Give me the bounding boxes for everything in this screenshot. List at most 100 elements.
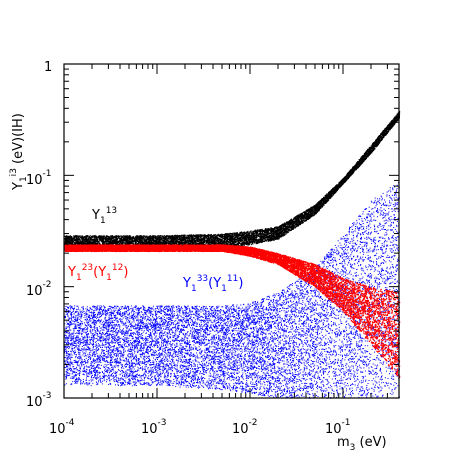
data-point xyxy=(112,312,114,314)
data-point xyxy=(264,362,266,364)
data-point xyxy=(344,267,346,269)
data-point xyxy=(143,307,145,309)
data-point xyxy=(223,385,224,387)
data-point xyxy=(71,315,73,317)
data-point xyxy=(96,322,98,324)
data-point xyxy=(201,352,202,354)
data-point xyxy=(111,336,113,338)
data-point xyxy=(377,303,379,305)
data-point xyxy=(366,279,368,281)
data-point xyxy=(352,361,353,363)
data-point xyxy=(121,344,123,346)
data-point xyxy=(107,356,109,358)
data-point xyxy=(311,375,313,377)
data-point xyxy=(393,214,395,215)
data-point xyxy=(210,324,212,326)
data-point xyxy=(257,308,259,310)
data-point xyxy=(211,306,213,308)
data-point xyxy=(366,238,368,240)
data-point xyxy=(184,341,185,343)
data-point xyxy=(77,329,79,331)
data-point xyxy=(129,356,131,358)
data-point xyxy=(103,305,105,307)
data-point xyxy=(250,386,252,387)
data-point xyxy=(223,386,225,388)
data-point xyxy=(216,373,218,375)
data-point xyxy=(312,343,314,345)
data-point xyxy=(101,309,103,310)
data-point xyxy=(140,354,142,356)
data-point xyxy=(78,331,80,333)
data-point xyxy=(214,361,216,363)
data-point xyxy=(299,387,301,389)
data-point xyxy=(128,373,130,375)
data-point xyxy=(352,337,354,338)
data-point xyxy=(118,310,120,311)
data-point xyxy=(235,342,237,344)
data-point xyxy=(320,327,322,329)
data-point xyxy=(78,378,80,380)
data-point xyxy=(198,313,200,315)
data-point xyxy=(381,237,383,239)
data-point xyxy=(338,326,340,328)
data-point xyxy=(139,322,141,324)
data-point xyxy=(170,344,172,345)
data-point xyxy=(97,339,99,341)
data-point xyxy=(233,340,235,342)
data-point xyxy=(262,310,264,312)
data-point xyxy=(357,228,359,230)
data-point xyxy=(187,331,189,332)
data-point xyxy=(260,334,262,335)
data-point xyxy=(111,358,113,360)
data-point xyxy=(107,351,109,353)
data-point xyxy=(223,310,225,312)
data-point xyxy=(333,322,335,324)
data-point xyxy=(215,385,217,387)
data-point xyxy=(106,320,108,321)
data-point xyxy=(199,383,201,385)
data-point xyxy=(301,352,303,354)
data-point xyxy=(79,372,81,374)
data-point xyxy=(207,318,209,320)
data-point xyxy=(363,393,365,395)
data-point xyxy=(332,266,334,268)
data-point xyxy=(145,350,147,352)
data-point xyxy=(128,343,130,345)
data-point xyxy=(238,349,240,351)
data-point xyxy=(306,373,308,375)
data-point xyxy=(185,306,187,307)
data-point xyxy=(224,364,226,366)
data-point xyxy=(178,309,180,311)
data-point xyxy=(334,324,336,326)
data-point xyxy=(114,315,116,317)
data-point xyxy=(170,346,172,347)
data-point xyxy=(345,252,347,254)
data-point xyxy=(314,355,316,357)
data-point xyxy=(306,330,308,332)
data-point xyxy=(147,368,149,370)
data-point xyxy=(361,317,363,319)
data-point xyxy=(184,336,186,338)
data-point xyxy=(217,326,219,328)
data-point xyxy=(207,320,209,322)
data-point xyxy=(117,353,119,355)
data-point xyxy=(308,359,310,361)
data-point xyxy=(102,323,104,325)
data-point xyxy=(169,307,171,309)
data-point xyxy=(114,353,116,354)
data-point xyxy=(291,325,293,326)
data-point xyxy=(67,362,69,364)
data-point xyxy=(283,348,285,350)
data-point xyxy=(129,346,131,348)
data-point xyxy=(155,315,157,317)
data-point xyxy=(133,376,134,378)
data-point xyxy=(112,326,114,328)
data-point xyxy=(246,308,248,310)
data-point xyxy=(258,361,260,363)
data-point xyxy=(286,361,288,363)
data-point xyxy=(388,237,389,239)
data-point xyxy=(121,365,123,366)
data-point xyxy=(270,353,272,355)
data-point xyxy=(122,330,124,332)
data-point xyxy=(239,367,241,369)
